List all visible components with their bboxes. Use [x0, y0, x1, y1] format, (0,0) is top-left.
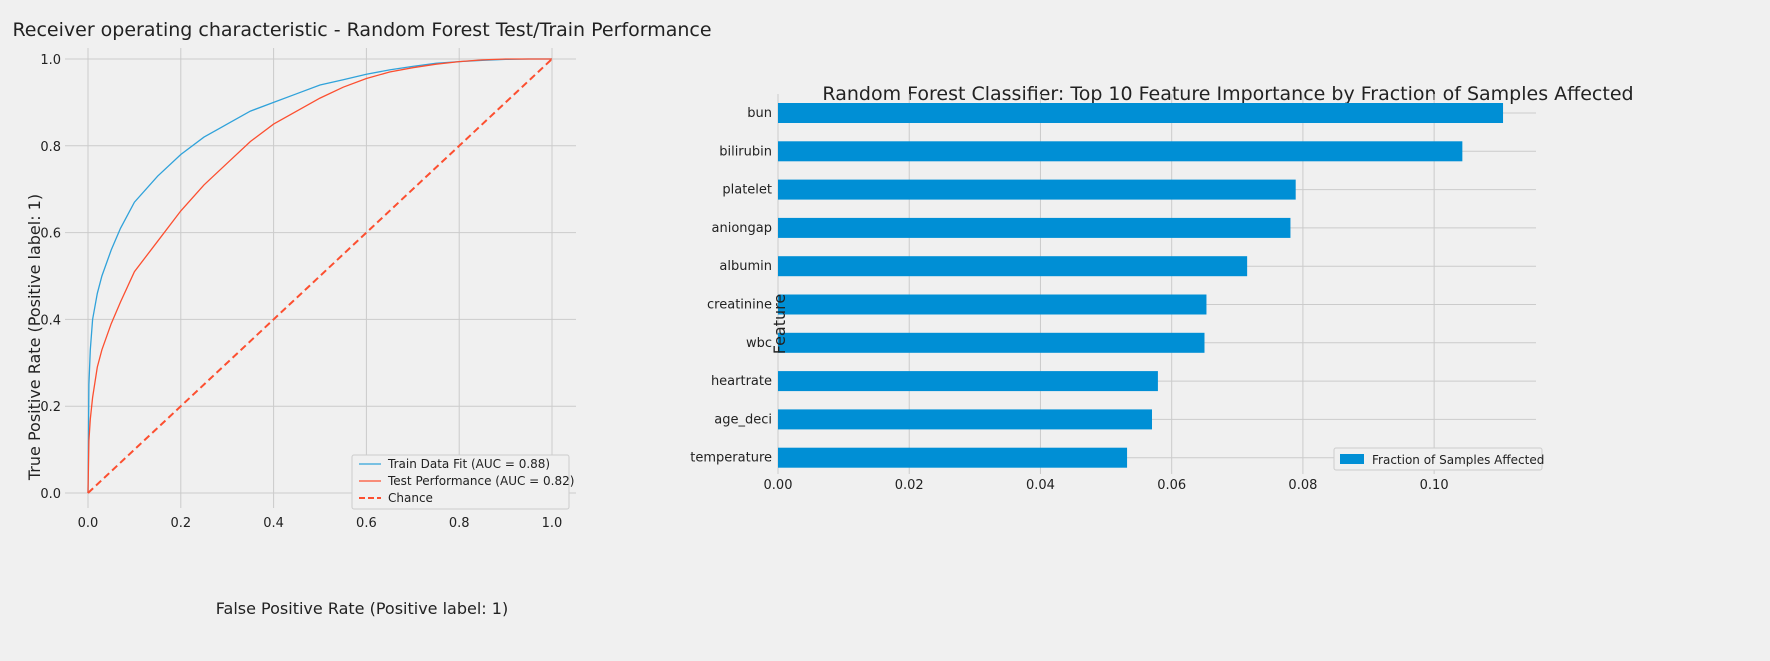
importance-y-axis-label: Feature: [770, 294, 789, 354]
importance-x-tick-labels: 0.00 0.02 0.04 0.06 0.08 0.10: [764, 478, 1449, 493]
importance-category-label: bun: [747, 106, 772, 121]
importance-x-tick-label: 0.06: [1157, 478, 1186, 493]
importance-bar-creatinine: [778, 294, 1207, 315]
roc-legend-label: Train Data Fit (AUC = 0.88): [387, 457, 550, 471]
roc-x-tick-label: 0.4: [263, 516, 284, 531]
importance-bar-platelet: [778, 179, 1296, 200]
roc-y-axis-label: True Positive Rate (Positive label: 1): [25, 194, 44, 481]
roc-y-tick-label: 0.8: [40, 140, 61, 155]
roc-legend-label: Test Performance (AUC = 0.82): [387, 474, 574, 488]
importance-bar-age_deci: [778, 409, 1152, 430]
importance-x-tick-label: 0.08: [1288, 478, 1317, 493]
importance-chart: Random Forest Classifier: Top 10 Feature…: [690, 83, 1633, 493]
roc-x-tick-label: 1.0: [542, 516, 563, 531]
roc-y-tick-labels: 0.0 0.2 0.4 0.6 0.8 1.0: [40, 53, 61, 502]
roc-chart-title: Receiver operating characteristic - Rand…: [12, 19, 711, 41]
roc-series-lines: [87, 58, 553, 494]
importance-chart-title: Random Forest Classifier: Top 10 Feature…: [822, 83, 1633, 105]
importance-bar-heartrate: [778, 371, 1158, 392]
importance-category-label: temperature: [690, 451, 772, 466]
importance-x-tick-label: 0.02: [895, 478, 924, 493]
roc-y-tick-label: 0.2: [40, 400, 61, 415]
roc-gridlines: [65, 48, 576, 508]
roc-series-line-1: [87, 58, 552, 494]
roc-legend-box: [351, 454, 570, 510]
roc-y-tick-label: 0.6: [40, 227, 61, 242]
importance-category-label: age_deci: [714, 412, 772, 427]
importance-category-label: wbc: [746, 336, 772, 351]
importance-category-label: bilirubin: [719, 144, 772, 159]
importance-category-label: creatinine: [707, 298, 772, 313]
importance-bar-wbc: [778, 332, 1205, 353]
importance-bars: [778, 103, 1504, 468]
importance-bar-aniongap: [778, 217, 1291, 238]
roc-x-tick-label: 0.6: [356, 516, 377, 531]
importance-x-tick-label: 0.04: [1026, 478, 1055, 493]
importance-legend: Fraction of Samples Affected: [1333, 447, 1544, 471]
importance-category-label: albumin: [719, 259, 772, 274]
roc-x-tick-label: 0.0: [78, 516, 99, 531]
importance-bar-albumin: [778, 256, 1248, 277]
roc-x-tick-label: 0.2: [170, 516, 191, 531]
importance-x-tick-label: 0.10: [1420, 478, 1449, 493]
roc-legend: Train Data Fit (AUC = 0.88) Test Performa…: [351, 454, 574, 510]
importance-category-label: aniongap: [712, 221, 772, 236]
importance-legend-label: Fraction of Samples Affected: [1372, 453, 1544, 467]
roc-figure-background: [12, 6, 712, 623]
importance-category-label: heartrate: [711, 374, 772, 389]
importance-bar-bilirubin: [778, 141, 1463, 162]
roc-x-tick-label: 0.8: [449, 516, 470, 531]
importance-legend-box: [1333, 447, 1543, 471]
importance-x-tick-label: 0.00: [764, 478, 793, 493]
importance-bar-bun: [778, 103, 1504, 123]
roc-chart: Receiver operating characteristic - Rand…: [12, 19, 711, 618]
roc-y-tick-label: 1.0: [40, 53, 61, 68]
roc-series-line-2: [87, 58, 553, 494]
roc-legend-label: Chance: [388, 491, 433, 505]
roc-x-axis-label: False Positive Rate (Positive label: 1): [216, 599, 508, 618]
roc-y-tick-label: 0.4: [40, 313, 61, 328]
importance-category-labels: bun bilirubin platelet aniongap albumin creat…: [690, 106, 772, 466]
importance-category-label: platelet: [722, 183, 772, 198]
roc-x-tick-labels: 0.0 0.2 0.4 0.6 0.8 1.0: [78, 516, 563, 531]
importance-bar-temperature: [778, 447, 1128, 468]
roc-y-tick-label: 0.0: [40, 487, 61, 502]
importance-legend-swatch: [1340, 454, 1364, 464]
